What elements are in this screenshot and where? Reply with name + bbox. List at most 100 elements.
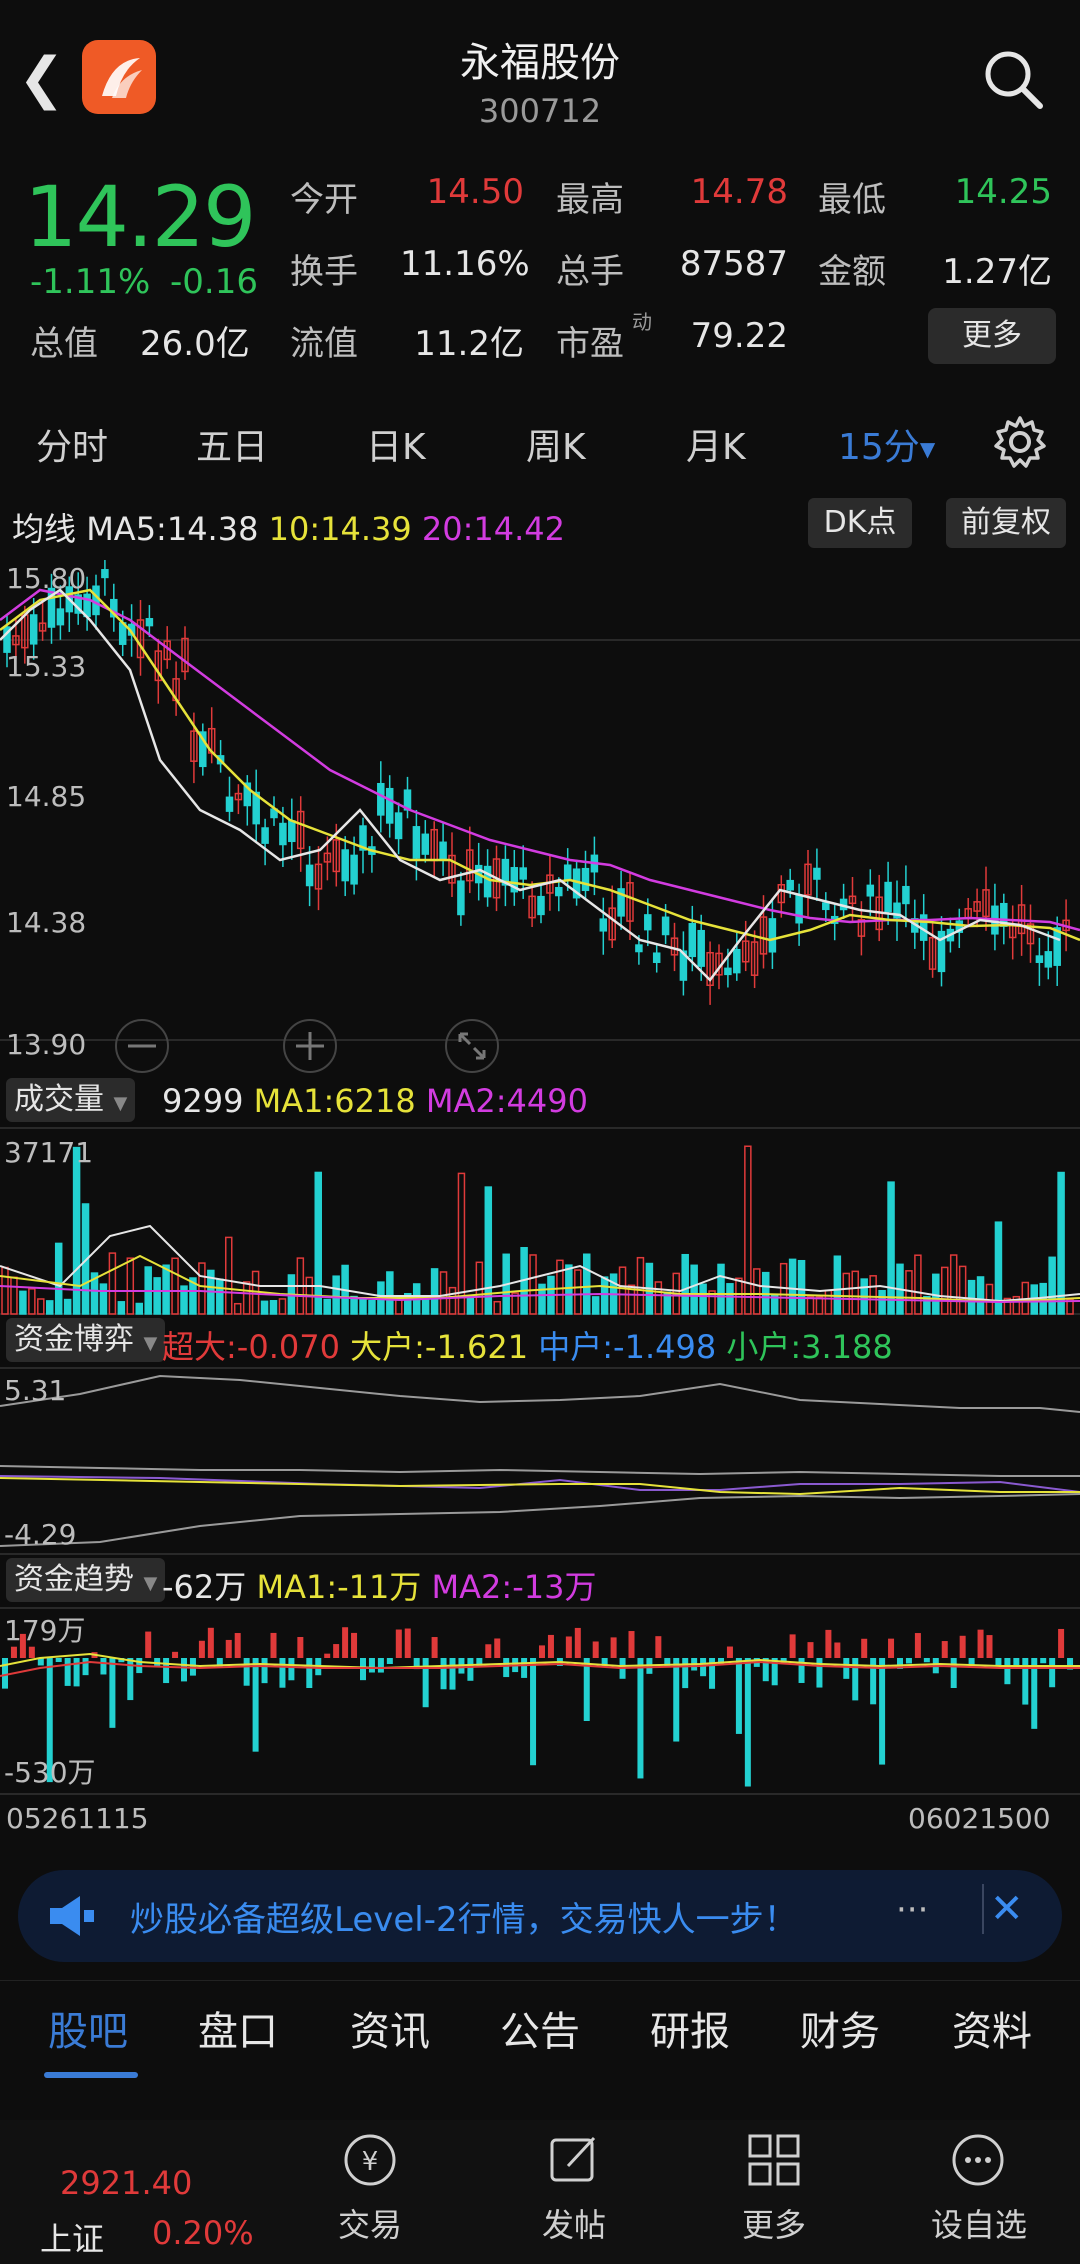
fund-trend-bar [19, 1633, 26, 1658]
volume-ma1: MA1:6218 [253, 1082, 416, 1120]
close-icon[interactable]: ✕ [990, 1886, 1024, 1932]
time-axis-end: 06021500 [908, 1802, 1051, 1835]
fund-game-y-top: 5.31 [4, 1374, 66, 1407]
nav-trade-label[interactable]: 交易 [337, 2206, 402, 2244]
candle [412, 826, 421, 859]
fund-trend-bar [342, 1627, 349, 1658]
fund-trend-bar [941, 1641, 948, 1658]
zoom-in-icon[interactable] [283, 1019, 337, 1073]
dk-point-button[interactable]: DK点 [808, 498, 912, 548]
volume-bar [636, 1256, 645, 1315]
fund-game-chart[interactable]: 5.31 -4.29 [0, 1366, 1080, 1556]
candle [47, 587, 56, 628]
candle [733, 948, 741, 974]
fund-trend-bar [2, 1658, 8, 1689]
fund-trend-bar [252, 1658, 259, 1752]
post-icon[interactable] [544, 2130, 604, 2190]
active-tab-indicator [44, 2072, 138, 2078]
fund-trend-bar [986, 1635, 993, 1658]
candle [1044, 951, 1053, 968]
more-button[interactable]: 更多 [928, 308, 1056, 364]
volume-bar [851, 1270, 859, 1315]
index-name[interactable]: 上证 [40, 2220, 105, 2258]
tab-news[interactable]: 资讯 [350, 2009, 430, 2055]
trade-icon[interactable]: ¥ [340, 2130, 400, 2190]
index-pct[interactable]: 0.20% [152, 2214, 254, 2252]
kline-chart[interactable]: 15.80 15.33 14.85 14.38 13.90 [0, 560, 1080, 1080]
ad-more-dots[interactable]: ··· [896, 1890, 929, 1930]
ad-banner[interactable] [18, 1870, 1062, 1962]
index-value[interactable]: 2921.40 [60, 2164, 193, 2202]
fund-trend-bar [476, 1658, 483, 1667]
fund-super-large: 超大:-0.070 [162, 1328, 340, 1366]
fund-small: 小户:3.188 [726, 1328, 893, 1366]
candle [305, 864, 314, 887]
tab-daily-k[interactable]: 日K [366, 427, 426, 468]
fund-trend-bar [771, 1658, 778, 1686]
volume-bar [717, 1263, 725, 1315]
tab-15min[interactable]: 15分▼ [838, 418, 935, 470]
grid-more-icon[interactable] [744, 2130, 804, 2190]
candle [608, 907, 616, 941]
candle [56, 608, 65, 626]
nav-post-label[interactable]: 发帖 [541, 2206, 606, 2244]
volume-bar [323, 1298, 331, 1315]
fund-trend-bar [1040, 1658, 1047, 1664]
volume-bar [350, 1295, 358, 1315]
back-button[interactable]: ❮ [18, 46, 65, 111]
ma5-legend: MA5:14.38 [86, 510, 259, 548]
fund-trend-bar [431, 1637, 438, 1658]
tab-announcements[interactable]: 公告 [500, 2009, 580, 2055]
volume-bar [824, 1289, 833, 1315]
tab-research[interactable]: 研报 [650, 2009, 730, 2055]
settings-gear-icon[interactable] [990, 412, 1050, 472]
fund-trend-bar [923, 1658, 930, 1663]
tab-stock-forum[interactable]: 股吧 [48, 2009, 128, 2055]
candle [145, 618, 154, 627]
volume-bar [914, 1254, 922, 1315]
volume-bar [618, 1266, 627, 1315]
ad-text[interactable]: 炒股必备超级Level-2行情，交易快人一步！ [130, 1900, 798, 1940]
tab-intraday[interactable]: 分时 [36, 427, 109, 468]
fund-trend-bar [700, 1658, 707, 1677]
candle [848, 895, 857, 905]
total-value: 26.0亿 [140, 324, 250, 364]
volume-bar [404, 1293, 412, 1315]
turnover-value: 11.16% [400, 244, 530, 284]
forward-adjust-button[interactable]: 前复权 [946, 498, 1066, 548]
nav-watchlist-label[interactable]: 设自选 [930, 2206, 1027, 2244]
fund-medium: 中户:-1.498 [538, 1328, 717, 1366]
tab-profile[interactable]: 资料 [952, 2009, 1032, 2055]
fund-trend-bar [843, 1658, 850, 1679]
fund-trend-tag-label: 资金趋势 [14, 1562, 134, 1597]
tab-order-book[interactable]: 盘口 [198, 2009, 278, 2055]
candle [29, 614, 38, 645]
tab-financials[interactable]: 财务 [800, 2009, 880, 2055]
tab-monthly-k[interactable]: 月K [686, 427, 746, 468]
fund-trend-bar [574, 1627, 581, 1658]
volume-chart[interactable]: 37171 [0, 1126, 1080, 1316]
fund-trend-bar [905, 1658, 912, 1664]
volume-bar [869, 1275, 877, 1315]
fund-trend-indicator-tag[interactable]: 资金趋势 ▼ [6, 1558, 166, 1602]
fund-trend-bar [55, 1658, 62, 1663]
fund-trend-bar [216, 1658, 223, 1668]
add-watchlist-icon[interactable] [948, 2130, 1008, 2190]
volume-bar [448, 1286, 457, 1315]
chevron-down-icon: ▼ [143, 1573, 158, 1594]
tab-weekly-k[interactable]: 周K [526, 427, 586, 468]
fund-trend-bar [467, 1658, 474, 1681]
volume-bar [242, 1281, 251, 1315]
search-icon[interactable] [978, 44, 1048, 114]
tab-five-day[interactable]: 五日 [196, 427, 269, 468]
volume-bar [1003, 1297, 1012, 1315]
fund-game-indicator-tag[interactable]: 资金博弈 ▼ [6, 1318, 166, 1362]
stock-name: 永福股份 [460, 40, 620, 86]
zoom-out-icon[interactable] [115, 1019, 169, 1073]
volume-indicator-tag[interactable]: 成交量 ▼ [6, 1078, 136, 1122]
fullscreen-icon[interactable] [445, 1019, 499, 1073]
change-amount: -0.16 [170, 262, 258, 302]
nav-more-label[interactable]: 更多 [741, 2206, 806, 2244]
volume-bar [278, 1298, 287, 1315]
fund-trend-chart[interactable]: 179万 -530万 [0, 1606, 1080, 1796]
